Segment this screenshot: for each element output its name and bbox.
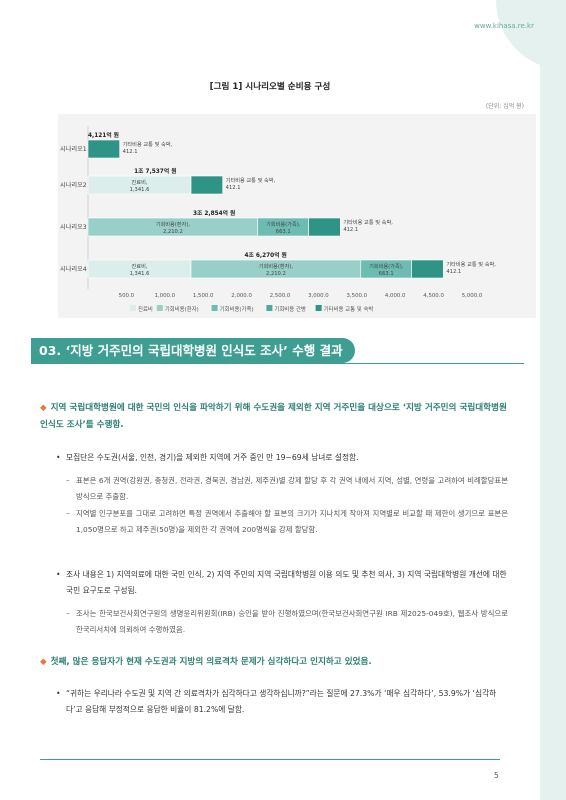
total-label: 3조 2,854억 원 — [193, 209, 235, 217]
x-tick-label: 4,500.0 — [423, 293, 444, 299]
legend-swatch — [156, 305, 163, 311]
legend-swatch — [315, 305, 322, 311]
bar-segment — [308, 217, 341, 237]
legend-label: 진료비 — [138, 305, 153, 313]
lead-paragraph-1: ◆ 지역 국립대학병원에 대한 국민의 인식을 파악하기 위해 수도권을 제외한 … — [40, 400, 510, 434]
legend-swatch — [211, 305, 218, 311]
footer-line — [40, 759, 500, 760]
x-tick-label: 3,000.0 — [308, 293, 329, 299]
section-title: 03. ‘지방 거주민의 국립대학병원 인식도 조사’ 수행 결과 — [31, 338, 355, 363]
total-label: 4,121억 원 — [88, 131, 119, 139]
bar-segment — [411, 259, 444, 279]
stacked-bar-chart: 시나리오1 시나리오2 시나리오3 시나리오4 기타비용 교통 및 숙박, 412.1 4,… — [58, 114, 536, 318]
dash-icon: – — [66, 509, 70, 518]
side-rail — [540, 60, 566, 800]
legend-label: 기타비용 교통 및 숙박 — [324, 305, 374, 313]
data-label: 기타비용 교통 및 숙박, 412.1 — [226, 176, 276, 191]
figure-title: [그림 1] 시나리오별 순비용 구성 — [209, 82, 331, 92]
category-label: 시나리오4 — [60, 265, 87, 273]
lead-text-1: 지역 국립대학병원에 대한 국민의 인식을 파악하기 위해 수도권을 제외한 지… — [40, 403, 507, 430]
legend-swatch — [130, 305, 136, 311]
x-tick-label: 1,500.0 — [193, 293, 214, 299]
x-tick-label: 4,000.0 — [385, 293, 406, 299]
site-url[interactable]: www.kihasa.re.kr — [474, 22, 534, 30]
category-label: 시나리오3 — [60, 223, 87, 231]
data-label: 진료비, 1,341.6 — [130, 178, 150, 193]
data-label: 기회비용(환자), 2,210.2 — [156, 220, 191, 235]
section-underline — [31, 363, 524, 364]
bullet-text-1: 모집단은 수도권(서울, 인천, 경기)을 제외한 지역에 거주 중인 만 19… — [66, 453, 359, 462]
bar-segment — [190, 175, 223, 195]
legend-label: 기회비용 간병 — [274, 305, 306, 313]
data-label: 기타비용 교통 및 숙박, 412.1 — [123, 140, 173, 155]
bullet-text-3: “귀하는 우리나라 수도권 및 지역 간 의료격차가 심각하다고 생각하십니까?… — [66, 689, 497, 714]
total-label: 4조 6,270억 원 — [244, 251, 286, 259]
data-label: 기타비용 교통 및 숙박, 412.1 — [343, 218, 393, 233]
page-number: 5 — [494, 771, 499, 780]
legend-label: 기회비용(가족) — [220, 305, 254, 313]
category-label: 시나리오1 — [60, 145, 87, 153]
bar-segment — [87, 139, 120, 159]
sub-item-1: – 표본은 6개 권역(강원권, 충청권, 전라권, 경북권, 경남권, 제주권… — [66, 473, 508, 504]
x-tick-label: 500.0 — [119, 293, 135, 299]
dash-icon: – — [66, 609, 70, 618]
bullet-text-2: 조사 내용은 1) 지역의료에 대한 국민 인식, 2) 지역 주민의 지역 국… — [66, 570, 507, 595]
data-label: 기회비용(가족), 663.1 — [369, 262, 404, 277]
bullet-1: • 모집단은 수도권(서울, 인천, 경기)을 제외한 지역에 거주 중인 만 … — [56, 450, 508, 466]
legend-swatch — [266, 305, 273, 311]
bullet-dot-icon: • — [56, 453, 61, 462]
dash-icon: – — [66, 476, 70, 485]
figure-unit: (단위: 십억 원) — [485, 103, 524, 110]
bullet-dot-icon: • — [56, 689, 61, 698]
data-label: 진료비, 1,341.6 — [130, 262, 150, 277]
legend-label: 기회비용(환자) — [165, 305, 199, 313]
x-tick-label: 3,500.0 — [347, 293, 368, 299]
sub-text-2: 지역별 인구분포를 그대로 고려하면 특정 권역에서 추출해야 할 표본의 크기… — [76, 509, 508, 534]
bullet-3: • “귀하는 우리나라 수도권 및 지역 간 의료격차가 심각하다고 생각하십니… — [56, 686, 508, 718]
x-tick-label: 1,000.0 — [155, 293, 176, 299]
lead-text-2: 첫째, 많은 응답자가 현재 수도권과 지방의 의료격차 문제가 심각하다고 인… — [50, 657, 372, 667]
data-label: 기회비용(환자), 2,210.2 — [259, 262, 294, 277]
x-tick-label: 5,000.0 — [462, 293, 483, 299]
data-label: 기회비용(가족), 663.1 — [266, 220, 301, 235]
sub-text-1: 표본은 6개 권역(강원권, 충청권, 전라권, 경북권, 경남권, 제주권)별… — [76, 476, 508, 501]
data-label: 기타비용 교통 및 숙박, 412.1 — [446, 260, 496, 275]
category-label: 시나리오2 — [60, 181, 87, 189]
chart-canvas: 시나리오1 시나리오2 시나리오3 시나리오4 기타비용 교통 및 숙박, 412.1 4,… — [60, 126, 496, 313]
bullet-2: • 조사 내용은 1) 지역의료에 대한 국민 인식, 2) 지역 주민의 지역… — [56, 567, 508, 599]
x-tick-label: 2,500.0 — [270, 293, 291, 299]
sub-item-3: – 조사는 한국보건사회연구원의 생명윤리위원회(IRB) 승인을 받아 진행하… — [66, 606, 508, 637]
x-tick-label: 2,000.0 — [231, 293, 252, 299]
lead-paragraph-2: ◆ 첫째, 많은 응답자가 현재 수도권과 지방의 의료격차 문제가 심각하다고 … — [40, 654, 510, 671]
sub-text-3: 조사는 한국보건사회연구원의 생명윤리위원회(IRB) 승인을 받아 진행하였으… — [76, 609, 508, 634]
bullet-dot-icon: • — [56, 570, 61, 579]
diamond-icon: ◆ — [40, 657, 47, 667]
diamond-icon: ◆ — [40, 403, 47, 413]
sub-item-2: – 지역별 인구분포를 그대로 고려하면 특정 권역에서 추출해야 할 표본의 … — [66, 506, 508, 537]
total-label: 1조 7,537억 원 — [134, 167, 176, 175]
